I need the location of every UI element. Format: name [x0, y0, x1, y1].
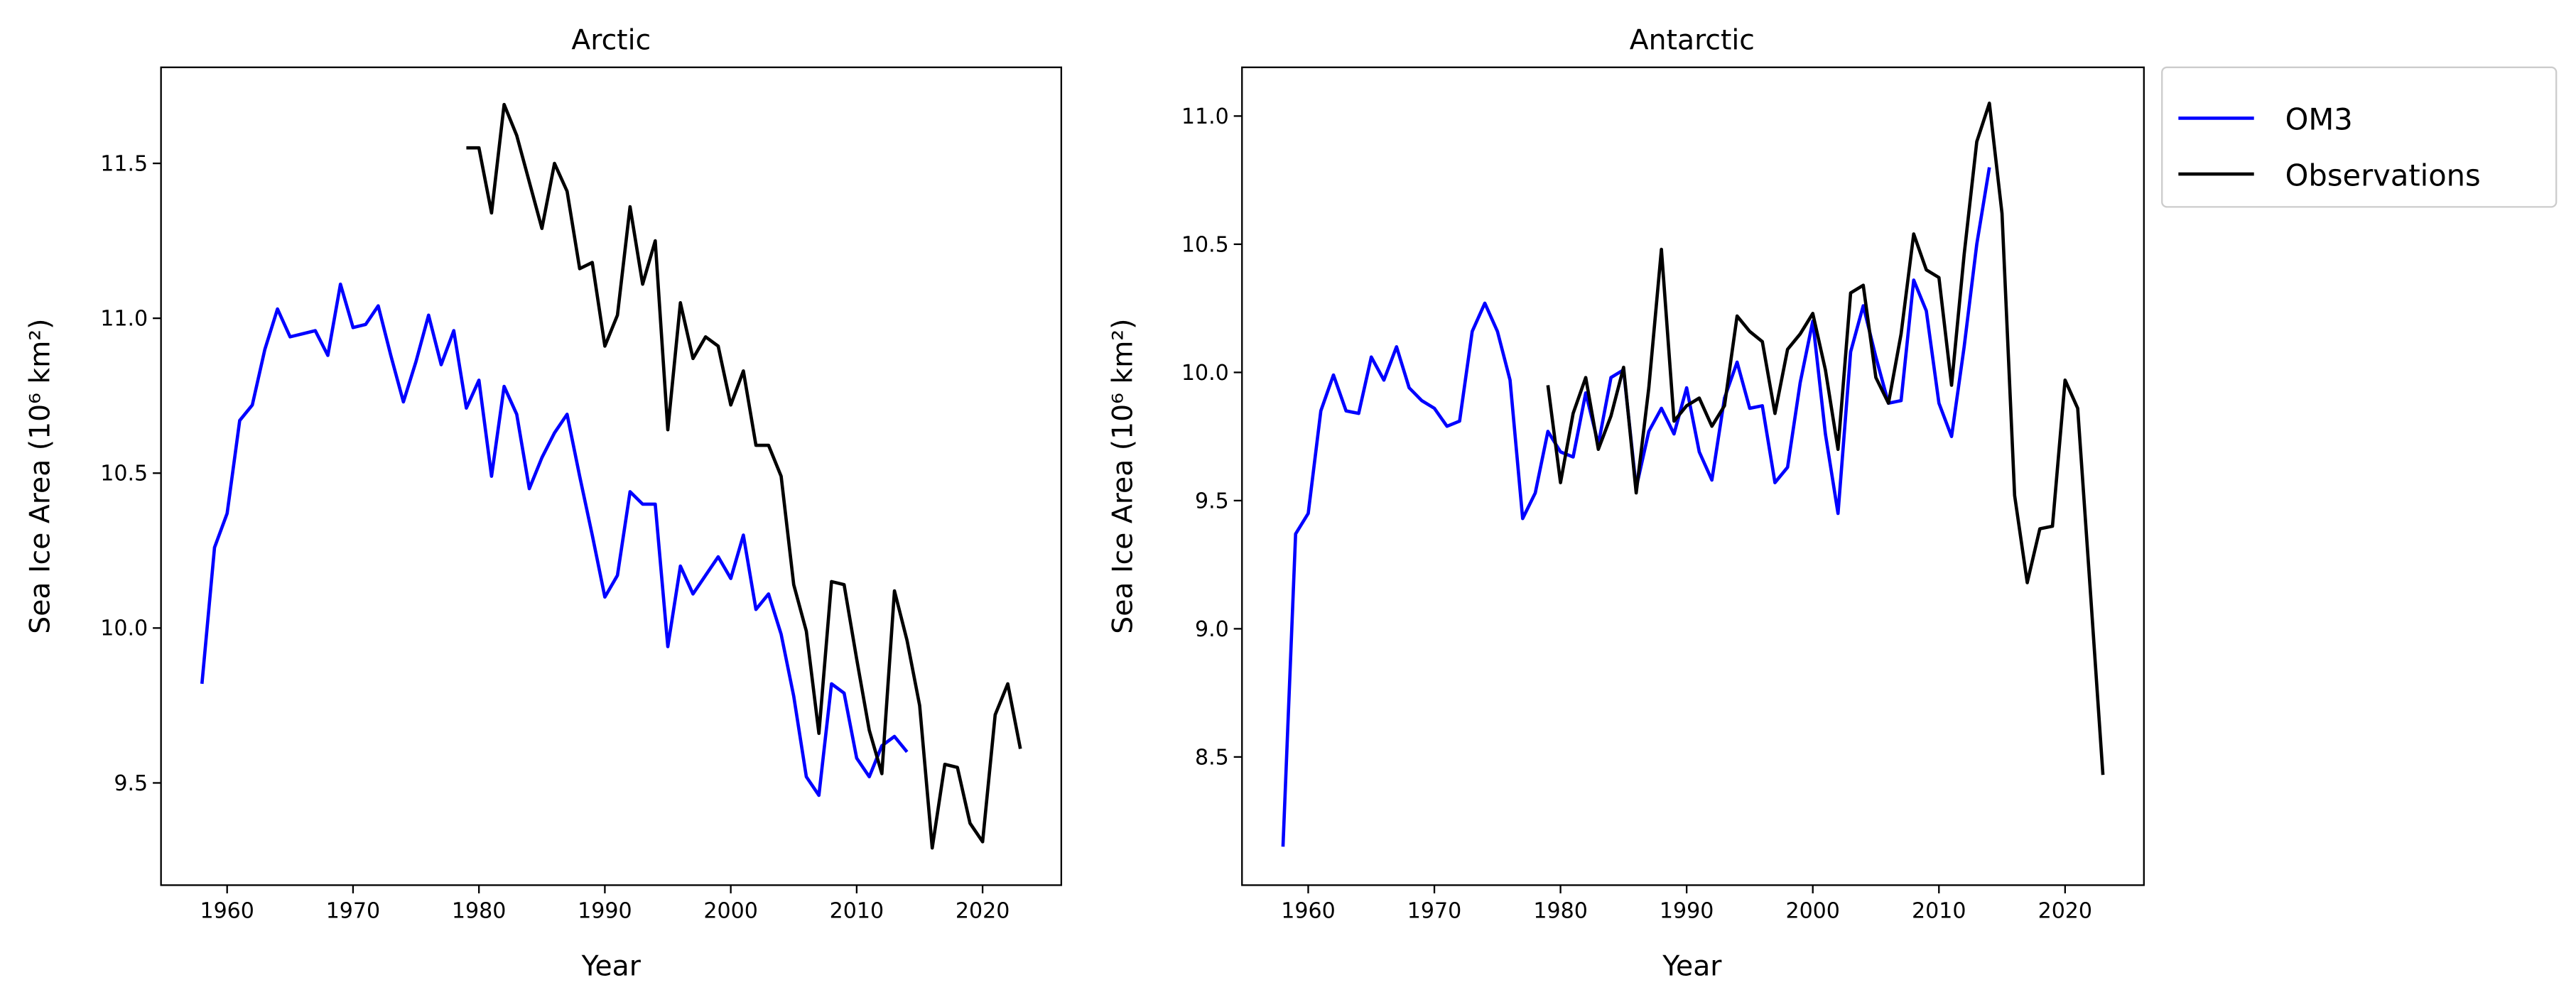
antarctic-y-tick-label: 11.0: [1181, 104, 1229, 129]
arctic-x-tick-label: 1960: [200, 899, 254, 924]
arctic-x-tick-label: 1980: [452, 899, 506, 924]
antarctic-x-tick-label: 1960: [1281, 899, 1335, 924]
legend-om3-label: OM3: [2285, 102, 2353, 137]
arctic-axes-frame: [160, 66, 1063, 886]
arctic-x-tick-label: 2020: [956, 899, 1010, 924]
antarctic-y-tick-label: 8.5: [1195, 745, 1229, 770]
arctic-y-tick-label: 9.5: [114, 771, 148, 796]
antarctic-x-tick-label: 2000: [1785, 899, 1839, 924]
antarctic-axes-frame: [1241, 66, 2145, 886]
arctic-series-observations-line: [466, 102, 1022, 850]
antarctic-y-tick-label: 10.5: [1181, 232, 1229, 257]
arctic-series-om3-line: [200, 282, 909, 798]
antarctic-x-tick-label: 1970: [1407, 899, 1461, 924]
antarctic-y-tick-label: 10.0: [1181, 361, 1229, 386]
antarctic-x-axis-label: Year: [1662, 951, 1722, 983]
arctic-x-axis-label: Year: [581, 951, 642, 983]
arctic-x-tick-label: 2000: [703, 899, 757, 924]
arctic-y-tick-label: 10.0: [100, 616, 148, 641]
antarctic-title: Antarctic: [1630, 24, 1755, 56]
legend: OM3 Observations: [2161, 66, 2558, 208]
arctic-y-tick-label: 11.5: [100, 151, 148, 176]
antarctic-y-tick-label: 9.0: [1195, 617, 1229, 642]
antarctic-x-tick-label: 1980: [1533, 899, 1587, 924]
arctic-y-tick-label: 10.5: [100, 462, 148, 486]
arctic-panel: Arctic Year Sea Ice Area (10⁶ km²) 1960 1…: [24, 24, 1063, 983]
arctic-x-tick-label: 1970: [326, 899, 380, 924]
antarctic-y-tick-label: 9.5: [1195, 489, 1229, 513]
arctic-x-tick-label: 1990: [578, 899, 632, 924]
antarctic-x-tick-label: 2010: [1912, 899, 1966, 924]
legend-box: [2161, 66, 2558, 208]
antarctic-series-observations-line: [1546, 102, 2105, 775]
legend-observations-label: Observations: [2285, 158, 2481, 192]
antarctic-x-tick-label: 1990: [1660, 899, 1714, 924]
arctic-x-tick-label: 2010: [830, 899, 884, 924]
arctic-y-tick-label: 11.0: [100, 307, 148, 332]
antarctic-series-om3-line: [1281, 167, 1991, 847]
arctic-y-axis-label: Sea Ice Area (10⁶ km²): [24, 319, 56, 634]
antarctic-y-axis-label: Sea Ice Area (10⁶ km²): [1107, 319, 1139, 634]
antarctic-panel: Antarctic Year Sea Ice Area (10⁶ km²) 19…: [1107, 24, 2145, 983]
antarctic-x-tick-label: 2020: [2038, 899, 2092, 924]
arctic-title: Arctic: [571, 24, 651, 56]
